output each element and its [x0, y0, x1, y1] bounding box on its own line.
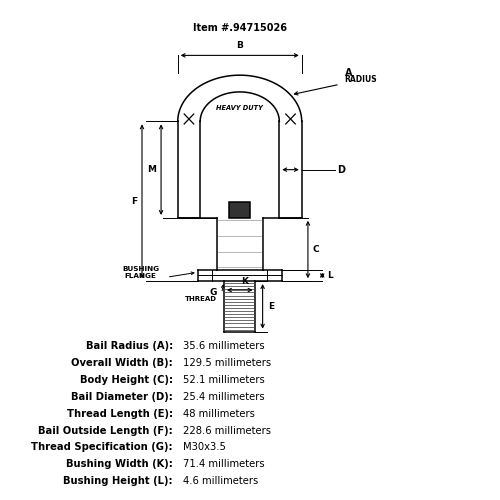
Text: 4.6 millimeters: 4.6 millimeters: [182, 476, 258, 486]
Text: Bail Outside Length (F):: Bail Outside Length (F):: [38, 426, 173, 436]
Text: 25.4 millimeters: 25.4 millimeters: [182, 392, 264, 402]
Text: A: A: [344, 68, 352, 78]
Text: 71.4 millimeters: 71.4 millimeters: [182, 459, 264, 469]
Text: B: B: [236, 42, 243, 50]
Text: Overall Width (B):: Overall Width (B):: [71, 358, 173, 368]
Text: E: E: [268, 302, 274, 311]
Text: 48 millimeters: 48 millimeters: [182, 408, 254, 418]
Text: Bail Diameter (D):: Bail Diameter (D):: [71, 392, 173, 402]
Text: Bushing Width (K):: Bushing Width (K):: [66, 459, 173, 469]
Text: 129.5 millimeters: 129.5 millimeters: [182, 358, 270, 368]
Text: C: C: [312, 245, 320, 254]
Text: K: K: [241, 277, 248, 286]
Text: 228.6 millimeters: 228.6 millimeters: [182, 426, 270, 436]
Text: D: D: [338, 164, 345, 174]
Text: Thread Length (E):: Thread Length (E):: [67, 408, 173, 418]
Text: M30x3.5: M30x3.5: [182, 442, 226, 452]
Bar: [229, 202, 250, 218]
Text: THREAD: THREAD: [185, 296, 217, 302]
Text: 52.1 millimeters: 52.1 millimeters: [182, 375, 264, 385]
Text: 35.6 millimeters: 35.6 millimeters: [182, 342, 264, 351]
Text: HEAVY DUTY: HEAVY DUTY: [216, 104, 263, 110]
Text: FLANGE: FLANGE: [124, 272, 156, 278]
Text: F: F: [131, 197, 137, 206]
Text: G: G: [210, 288, 217, 297]
Text: Bushing Height (L):: Bushing Height (L):: [64, 476, 173, 486]
Text: M: M: [148, 165, 156, 174]
Text: Bail Radius (A):: Bail Radius (A):: [86, 342, 173, 351]
Text: RADIUS: RADIUS: [344, 76, 378, 84]
Text: L: L: [327, 271, 332, 280]
Text: Thread Specification (G):: Thread Specification (G):: [32, 442, 173, 452]
Text: Body Height (C):: Body Height (C):: [80, 375, 173, 385]
Text: Item #.94715026: Item #.94715026: [192, 23, 286, 33]
Text: BUSHING: BUSHING: [122, 266, 159, 272]
